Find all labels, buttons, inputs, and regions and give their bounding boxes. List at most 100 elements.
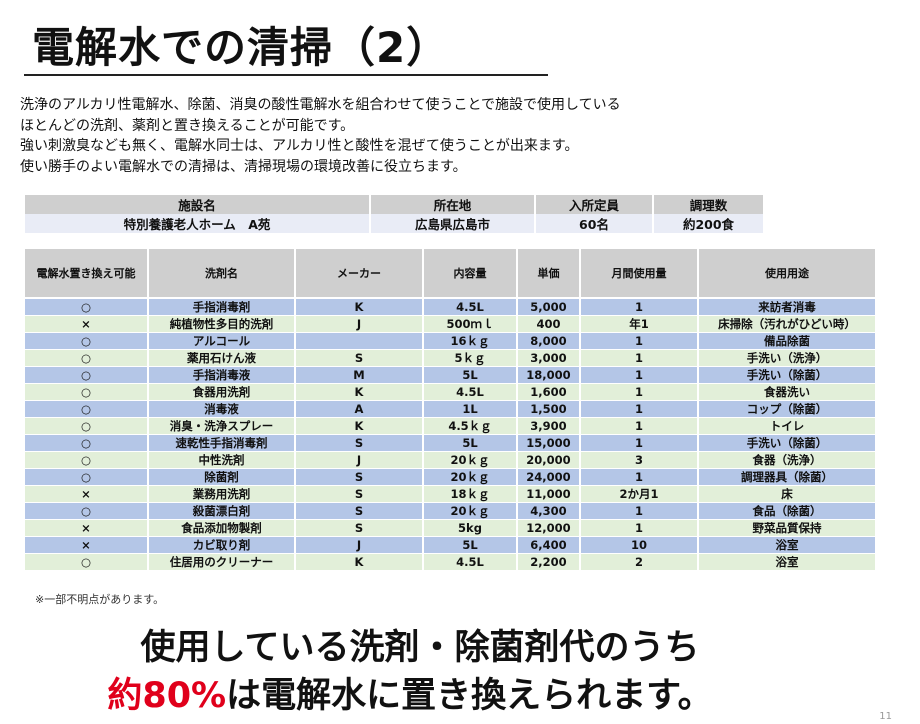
- price-cell: 5,000: [517, 298, 581, 316]
- replaceable-cell: ○: [25, 298, 149, 316]
- detergent-name-cell: カビ取り剤: [148, 536, 296, 554]
- purpose-cell: 手洗い（除菌）: [698, 434, 875, 452]
- col-header-volume: 内容量: [423, 249, 518, 299]
- monthly-use-cell: 1: [580, 468, 699, 486]
- detergent-name-cell: 殺菌漂白剤: [148, 502, 296, 520]
- price-cell: 8,000: [517, 332, 581, 350]
- maker-cell: S: [295, 434, 424, 452]
- detergent-name-cell: 手指消毒液: [148, 366, 296, 384]
- detergent-name-cell: 食品添加物製剤: [148, 519, 296, 537]
- intro-text: 洗浄のアルカリ性電解水、除菌、消臭の酸性電解水を組合わせて使うことで施設で使用し…: [20, 95, 621, 177]
- volume-cell: 20ｋｇ: [423, 468, 518, 486]
- purpose-cell: コップ（除菌）: [698, 400, 875, 418]
- purpose-cell: 浴室: [698, 536, 875, 554]
- price-cell: 6,400: [517, 536, 581, 554]
- replaceable-cell: ×: [25, 536, 149, 554]
- volume-cell: 16ｋｇ: [423, 332, 518, 350]
- replaceable-cell: ○: [25, 553, 149, 571]
- table-row: × カビ取り剤 J 5L 6,400 10 浴室: [25, 536, 875, 554]
- monthly-use-cell: 1: [580, 400, 699, 418]
- detergent-table-body: ○ 手指消毒剤 K 4.5L 5,000 1 来訪者消毒 × 純植物性多目的洗剤 J 500ｍｌ 40…: [25, 298, 875, 571]
- facility-header-capacity: 入所定員: [535, 195, 654, 214]
- table-row: ○ 殺菌漂白剤 S 20ｋｇ 4,300 1 食品（除菌）: [25, 502, 875, 520]
- col-header-monthly-use: 月間使用量: [580, 249, 699, 299]
- monthly-use-cell: 2か月1: [580, 485, 699, 503]
- replaceable-cell: ×: [25, 519, 149, 537]
- maker-cell: K: [295, 553, 424, 571]
- volume-cell: 5ｋｇ: [423, 349, 518, 367]
- table-row: × 純植物性多目的洗剤 J 500ｍｌ 400 年1 床掃除（汚れがひどい時）: [25, 315, 875, 333]
- maker-cell: K: [295, 298, 424, 316]
- purpose-cell: 調理器具（除菌）: [698, 468, 875, 486]
- replaceable-cell: ○: [25, 502, 149, 520]
- col-header-maker: メーカー: [295, 249, 424, 299]
- title-underline: [24, 74, 548, 76]
- price-cell: 4,300: [517, 502, 581, 520]
- detergent-name-cell: アルコール: [148, 332, 296, 350]
- detergent-name-cell: 手指消毒剤: [148, 298, 296, 316]
- detergent-name-cell: 食器用洗剤: [148, 383, 296, 401]
- col-header-detergent: 洗剤名: [148, 249, 296, 299]
- volume-cell: 20ｋｇ: [423, 451, 518, 469]
- monthly-use-cell: 1: [580, 332, 699, 350]
- monthly-use-cell: 10: [580, 536, 699, 554]
- conclusion-rest: は電解水に置き換えられます。: [226, 676, 713, 716]
- detergent-name-cell: 速乾性手指消毒剤: [148, 434, 296, 452]
- conclusion-line-2: 約80%は電解水に置き換えられます。: [0, 667, 820, 718]
- price-cell: 3,000: [517, 349, 581, 367]
- price-cell: 15,000: [517, 434, 581, 452]
- table-row: ○ 消毒液 A 1L 1,500 1 コップ（除菌）: [25, 400, 875, 418]
- facility-header-location: 所在地: [370, 195, 536, 214]
- intro-line: 強い刺激臭なども無く、電解水同士は、アルカリ性と酸性を混ぜて使うことが出来ます。: [20, 138, 579, 154]
- maker-cell: J: [295, 315, 424, 333]
- maker-cell: A: [295, 400, 424, 418]
- volume-cell: 20ｋｇ: [423, 502, 518, 520]
- maker-cell: S: [295, 485, 424, 503]
- volume-cell: 4.5L: [423, 553, 518, 571]
- purpose-cell: 食品（除菌）: [698, 502, 875, 520]
- maker-cell: [295, 332, 424, 350]
- replaceable-cell: ○: [25, 383, 149, 401]
- facility-info-table: 施設名 所在地 入所定員 調理数 特別養護老人ホーム A苑 広島県広島市 60名…: [25, 195, 763, 233]
- conclusion-highlight: 約80%: [107, 676, 227, 716]
- detergent-table-header: 電解水置き換え可能 洗剤名 メーカー 内容量 単価 月間使用量 使用用途: [25, 249, 875, 299]
- replaceable-cell: ○: [25, 366, 149, 384]
- table-row: ○ 速乾性手指消毒剤 S 5L 15,000 1 手洗い（除菌）: [25, 434, 875, 452]
- volume-cell: 4.5L: [423, 298, 518, 316]
- volume-cell: 5L: [423, 536, 518, 554]
- table-row: ○ 住居用のクリーナー K 4.5L 2,200 2 浴室: [25, 553, 875, 571]
- facility-capacity: 60名: [535, 214, 654, 233]
- price-cell: 1,600: [517, 383, 581, 401]
- table-row: ○ 中性洗剤 J 20ｋｇ 20,000 3 食器（洗浄）: [25, 451, 875, 469]
- facility-meals: 約200食: [653, 214, 763, 233]
- replaceable-cell: ○: [25, 434, 149, 452]
- price-cell: 1,500: [517, 400, 581, 418]
- monthly-use-cell: 1: [580, 298, 699, 316]
- purpose-cell: 床掃除（汚れがひどい時）: [698, 315, 875, 333]
- price-cell: 3,900: [517, 417, 581, 435]
- detergent-name-cell: 業務用洗剤: [148, 485, 296, 503]
- intro-line: 使い勝手のよい電解水での清掃は、清掃現場の環境改善に役立ちます。: [20, 158, 467, 175]
- detergent-name-cell: 純植物性多目的洗剤: [148, 315, 296, 333]
- page-title: 電解水での清掃（2）: [32, 23, 450, 72]
- volume-cell: 1L: [423, 400, 518, 418]
- monthly-use-cell: 1: [580, 349, 699, 367]
- maker-cell: S: [295, 519, 424, 537]
- facility-location: 広島県広島市: [370, 214, 536, 233]
- intro-line: 洗浄のアルカリ性電解水、除菌、消臭の酸性電解水を組合わせて使うことで施設で使用し…: [20, 97, 621, 113]
- table-row: ○ 食器用洗剤 K 4.5L 1,600 1 食器洗い: [25, 383, 875, 401]
- price-cell: 2,200: [517, 553, 581, 571]
- replaceable-cell: ○: [25, 332, 149, 350]
- col-header-replaceable: 電解水置き換え可能: [25, 249, 149, 299]
- purpose-cell: 手洗い（除菌）: [698, 366, 875, 384]
- price-cell: 12,000: [517, 519, 581, 537]
- replaceable-cell: ×: [25, 485, 149, 503]
- monthly-use-cell: 1: [580, 366, 699, 384]
- purpose-cell: 来訪者消毒: [698, 298, 875, 316]
- monthly-use-cell: 1: [580, 417, 699, 435]
- maker-cell: S: [295, 349, 424, 367]
- detergent-table: 電解水置き換え可能 洗剤名 メーカー 内容量 単価 月間使用量 使用用途 ○ 手指…: [25, 249, 875, 571]
- conclusion-line-1: 使用している洗剤・除菌剤代のうち: [140, 628, 700, 668]
- detergent-name-cell: 消毒液: [148, 400, 296, 418]
- facility-name: 特別養護老人ホーム A苑: [25, 214, 371, 233]
